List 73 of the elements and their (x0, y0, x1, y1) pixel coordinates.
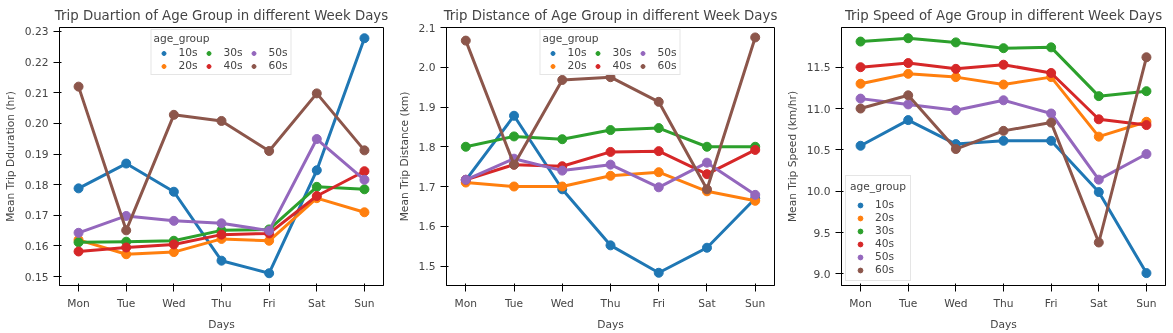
x-tick-label: Tue (898, 296, 918, 310)
legend-label: 40s (223, 59, 244, 72)
x-tick-label: Sat (1090, 296, 1108, 310)
y-tick-label: 9.5 (813, 226, 831, 240)
legend-label: 20s (875, 211, 895, 224)
y-tick-label: 0.21 (24, 86, 49, 100)
legend-label: 60s (875, 263, 895, 276)
x-tick-label: Mon (849, 296, 872, 310)
y-tick-label: 9.0 (813, 267, 831, 281)
x-axis-title: Days (208, 317, 236, 331)
x-tick-label: Sat (698, 296, 716, 310)
x-tick-label: Fri (652, 296, 666, 310)
y-tick-label: 0.18 (24, 178, 49, 192)
x-tick-label: Sun (745, 296, 766, 310)
y-tick-label: 10.0 (806, 185, 831, 199)
x-tick-label: Thu (599, 296, 621, 310)
chart-title: Trip Duartion of Age Group in different Week Days (53, 7, 389, 23)
y-tick-label: 1.6 (418, 220, 436, 234)
y-tick-label: 0.17 (24, 209, 49, 223)
x-tick-label: Sun (354, 296, 375, 310)
x-tick-label: Fri (1044, 296, 1058, 310)
x-tick-label: Wed (550, 296, 574, 310)
y-axis-title: Mean Trip Speed (km/hr) (785, 90, 799, 223)
y-tick-label: 1.5 (418, 260, 436, 274)
legend-title: age_group (850, 180, 907, 193)
y-tick-label: 0.16 (24, 239, 49, 253)
legend-label: 40s (875, 237, 895, 250)
legend-label: 30s (612, 46, 633, 59)
y-axis-title: Mean Trip Distance (km) (397, 91, 411, 222)
chart-title: Trip Distance of Age Group in different Week Days (442, 7, 778, 23)
x-tick-label: Tue (116, 296, 136, 310)
legend-label: 50s (657, 46, 678, 59)
legend-label: 20s (178, 59, 199, 72)
x-tick-label: Thu (210, 296, 232, 310)
x-tick-label: Thu (992, 296, 1014, 310)
legend-label: 10s (567, 46, 588, 59)
x-tick-label: Tue (503, 296, 524, 310)
x-tick-label: Mon (67, 296, 90, 310)
legend-title: age_group (542, 32, 600, 45)
legend-label: 10s (178, 46, 199, 59)
legend-label: 40s (612, 59, 633, 72)
y-tick-label: 0.23 (24, 25, 49, 39)
legend-label: 50s (268, 46, 289, 59)
y-tick-label: 0.19 (24, 148, 49, 162)
y-tick-label: 0.20 (24, 117, 49, 131)
y-tick-label: 11.0 (806, 102, 831, 116)
legend-label: 50s (875, 250, 895, 263)
legend-label: 60s (657, 59, 678, 72)
x-axis-title: Days (990, 317, 1018, 331)
y-tick-label: 1.8 (418, 140, 436, 154)
x-tick-label: Fri (262, 296, 276, 310)
x-tick-label: Sat (308, 296, 326, 310)
y-tick-label: 2.0 (418, 61, 436, 75)
legend-title: age_group (153, 32, 211, 45)
x-tick-label: Wed (162, 296, 186, 310)
x-tick-label: Wed (944, 296, 968, 310)
y-axis-title: Mean Trip Dduration (hr) (3, 91, 17, 222)
y-tick-label: 1.7 (418, 180, 436, 194)
y-tick-label: 0.15 (24, 270, 49, 284)
x-tick-label: Sun (1136, 296, 1157, 310)
legend-label: 60s (268, 59, 289, 72)
legend-label: 10s (875, 198, 895, 211)
x-axis-title: Days (597, 317, 625, 331)
y-tick-label: 10.5 (806, 143, 831, 157)
chart-title: Trip Speed of Age Group in different Week Days (843, 7, 1163, 23)
legend-label: 30s (875, 224, 895, 237)
x-tick-label: Mon (454, 296, 478, 310)
legend-label: 20s (567, 59, 588, 72)
y-tick-label: 2.1 (418, 21, 436, 35)
y-tick-label: 0.22 (24, 56, 49, 70)
y-tick-label: 1.9 (418, 101, 436, 115)
legend-label: 30s (223, 46, 244, 59)
y-tick-label: 11.5 (806, 61, 831, 75)
